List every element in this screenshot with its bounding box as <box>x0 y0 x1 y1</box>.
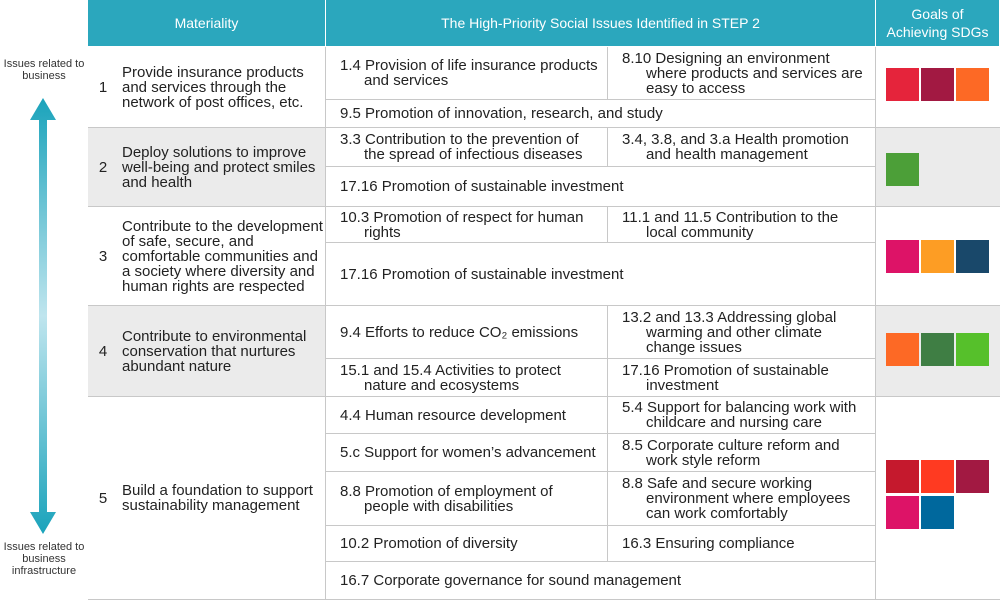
issue: 3.4, 3.8, and 3.a Health promotion and h… <box>608 128 876 167</box>
issue-text: 8.8 Safe and secure working environment … <box>622 475 851 522</box>
issue: 9.4 Efforts to reduce CO₂ emissions <box>326 306 608 359</box>
issue-text: 17.16 Promotion of sustainable investmen… <box>622 361 829 394</box>
row-number-text: 1 <box>98 78 108 96</box>
materiality-text: Contribute to the development of safe, s… <box>122 217 323 295</box>
row-number: 1 <box>88 47 118 128</box>
materiality-text: Deploy solutions to improve well-being a… <box>122 143 316 191</box>
issue: 16.3 Ensuring compliance <box>608 526 876 562</box>
issue: 8.5 Corporate culture reform and work st… <box>608 434 876 472</box>
issue: 17.16 Promotion of sustainable investmen… <box>326 243 876 306</box>
issue-text: 9.5 Promotion of innovation, research, a… <box>340 105 663 122</box>
issue-text: 5.c Support for women’s advancement <box>340 444 596 461</box>
materiality: Contribute to the development of safe, s… <box>118 207 326 306</box>
sdg-icon <box>886 68 919 101</box>
side-top: Issues related to business <box>3 58 85 82</box>
issue-text: 15.1 and 15.4 Activities to protect natu… <box>340 361 561 394</box>
issue: 1.4 Provision of life insurance products… <box>326 47 608 100</box>
sdg-icon <box>921 240 954 273</box>
issue-text: 17.16 Promotion of sustainable investmen… <box>340 178 624 195</box>
header-materiality-text: Materiality <box>174 15 239 31</box>
issue-text: 13.2 and 13.3 Addressing global warming … <box>622 308 837 356</box>
row-number: 4 <box>88 306 118 397</box>
sdg-icon <box>886 496 919 529</box>
issue-text: 16.3 Ensuring compliance <box>622 535 795 552</box>
sdg-icon <box>921 68 954 101</box>
sdg-icon <box>921 333 954 366</box>
issue: 17.16 Promotion of sustainable investmen… <box>326 167 876 207</box>
issue-text: 8.8 Promotion of employment of people wi… <box>340 482 553 515</box>
sdg-icon <box>886 153 919 186</box>
issue-text: 9.4 Efforts to reduce CO₂ emissions <box>340 323 579 341</box>
issue-text: 16.7 Corporate governance for sound mana… <box>340 572 682 589</box>
issue: 16.7 Corporate governance for sound mana… <box>326 562 876 600</box>
issue: 8.8 Safe and secure working environment … <box>608 472 876 526</box>
sdg-icon <box>886 333 919 366</box>
issue: 9.5 Promotion of innovation, research, a… <box>326 100 876 128</box>
header-goals-text: Goals of Achieving SDGs <box>886 6 989 40</box>
row-number-text: 2 <box>98 158 108 176</box>
materiality: Contribute to environmental conservation… <box>118 306 326 397</box>
sdg-icon <box>886 240 919 273</box>
header-issues: The High-Priority Social Issues Identifi… <box>326 0 876 47</box>
header-goals: Goals of Achieving SDGs <box>876 0 1000 47</box>
issue-text: 3.3 Contribution to the prevention of th… <box>340 131 583 163</box>
issue: 5.c Support for women’s advancement <box>326 434 608 472</box>
issue: 8.8 Promotion of employment of people wi… <box>326 472 608 526</box>
issue-text: 1.4 Provision of life insurance products… <box>340 57 598 89</box>
issue-text: 11.1 and 11.5 Contribution to the local … <box>622 208 839 241</box>
sdg-icon <box>886 460 919 493</box>
materiality-text: Contribute to environmental conservation… <box>122 327 307 375</box>
sdg-icon <box>956 333 989 366</box>
sdg-icon <box>921 460 954 493</box>
header-materiality: Materiality <box>88 0 326 47</box>
issue: 17.16 Promotion of sustainable investmen… <box>608 359 876 397</box>
issue-text: 8.5 Corporate culture reform and work st… <box>622 436 840 469</box>
materiality: Provide insurance products and services … <box>118 47 326 128</box>
sdg-icon <box>956 68 989 101</box>
arrow <box>30 98 56 534</box>
issue: 10.2 Promotion of diversity <box>326 526 608 562</box>
materiality: Deploy solutions to improve well-being a… <box>118 128 326 207</box>
materiality-text: Provide insurance products and services … <box>122 63 304 111</box>
issue-text: 8.10 Designing an environment where prod… <box>622 49 863 97</box>
issue-text: 3.4, 3.8, and 3.a Health promotion and h… <box>622 131 849 163</box>
issue-text: 17.16 Promotion of sustainable investmen… <box>340 265 624 283</box>
issue: 13.2 and 13.3 Addressing global warming … <box>608 306 876 359</box>
side-bottom: Issues related to business infrastructur… <box>3 541 85 577</box>
sdg-icon <box>956 460 989 493</box>
sdg-icon <box>921 496 954 529</box>
issue: 4.4 Human resource development <box>326 397 608 434</box>
row-number: 5 <box>88 397 118 600</box>
row-number: 3 <box>88 207 118 306</box>
issue-text: 4.4 Human resource development <box>340 406 566 424</box>
issue: 3.3 Contribution to the prevention of th… <box>326 128 608 167</box>
issue-text: 10.2 Promotion of diversity <box>340 535 518 552</box>
issue: 5.4 Support for balancing work with chil… <box>608 397 876 434</box>
issue: 8.10 Designing an environment where prod… <box>608 47 876 100</box>
materiality-text: Build a foundation to support sustainabi… <box>122 482 313 514</box>
issue: 11.1 and 11.5 Contribution to the local … <box>608 207 876 243</box>
row-number-text: 4 <box>98 342 108 360</box>
row-number: 2 <box>88 128 118 207</box>
row-number-text: 5 <box>98 489 108 507</box>
issue: 10.3 Promotion of respect for human righ… <box>326 207 608 243</box>
row-number-text: 3 <box>98 247 108 265</box>
sdg-icon <box>956 240 989 273</box>
issue: 15.1 and 15.4 Activities to protect natu… <box>326 359 608 397</box>
materiality: Build a foundation to support sustainabi… <box>118 397 326 600</box>
issue-text: 5.4 Support for balancing work with chil… <box>622 399 857 431</box>
issue-text: 10.3 Promotion of respect for human righ… <box>340 208 584 241</box>
header-issues-text: The High-Priority Social Issues Identifi… <box>441 15 760 31</box>
